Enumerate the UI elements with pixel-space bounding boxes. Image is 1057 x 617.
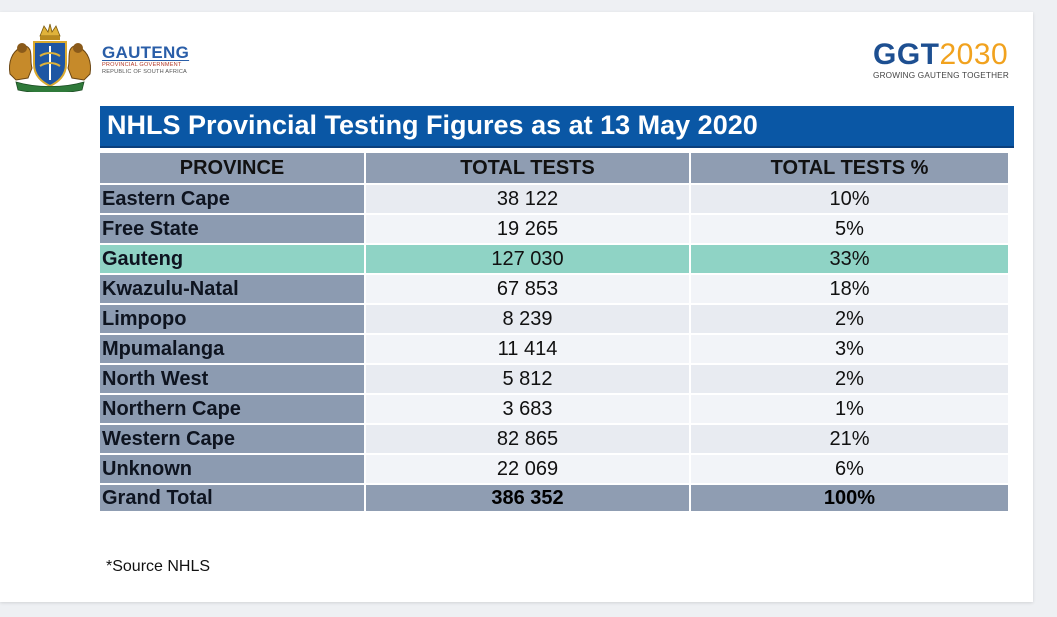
title-bar: NHLS Provincial Testing Figures as at 13…: [100, 106, 1014, 148]
gauteng-subtitle-1: PROVINCIAL GOVERNMENT: [102, 62, 182, 68]
province-cell: Free State: [100, 214, 366, 245]
source-note: *Source NHLS: [106, 558, 211, 575]
table-row-highlighted: Gauteng 127 030 33%: [100, 244, 1010, 275]
ggt-text: GGT: [873, 38, 940, 71]
table-row: North West 5 812 2%: [100, 364, 1010, 395]
province-cell: North West: [100, 364, 366, 395]
grand-total-pct: 100%: [690, 484, 1010, 513]
column-header-total-tests: TOTAL TESTS: [365, 153, 691, 185]
gauteng-name: GAUTENG: [102, 43, 190, 62]
total-tests-cell: 82 865: [365, 424, 691, 455]
total-tests-pct-cell: 6%: [690, 454, 1010, 485]
province-cell: Eastern Cape: [100, 184, 366, 215]
table-row: Kwazulu-Natal 67 853 18%: [100, 274, 1010, 305]
grand-total-label: Grand Total: [100, 484, 366, 513]
total-tests-cell: 5 812: [365, 364, 691, 395]
total-tests-pct-cell: 5%: [690, 214, 1010, 245]
table-row: Unknown 22 069 6%: [100, 454, 1010, 485]
gauteng-logo: GAUTENG PROVINCIAL GOVERNMENT REPUBLIC O…: [6, 22, 196, 92]
province-cell: Kwazulu-Natal: [100, 274, 366, 305]
total-tests-pct-cell: 2%: [690, 364, 1010, 395]
table-row: Eastern Cape 38 122 10%: [100, 184, 1010, 215]
year-text: 2030: [939, 38, 1009, 71]
table-row: Mpumalanga 11 414 3%: [100, 334, 1010, 365]
total-tests-cell: 22 069: [365, 454, 691, 485]
slide: GAUTENG PROVINCIAL GOVERNMENT REPUBLIC O…: [0, 12, 1033, 602]
table-row: Northern Cape 3 683 1%: [100, 394, 1010, 425]
gauteng-wordmark: GAUTENG PROVINCIAL GOVERNMENT REPUBLIC O…: [102, 44, 189, 75]
total-tests-cell: 38 122: [365, 184, 691, 215]
coat-of-arms-icon: [9, 23, 91, 92]
province-cell: Unknown: [100, 454, 366, 485]
table-header-row: PROVINCE TOTAL TESTS TOTAL TESTS %: [100, 153, 1010, 185]
total-tests-pct-cell: 10%: [690, 184, 1010, 215]
province-cell: Mpumalanga: [100, 334, 366, 365]
total-tests-pct-cell: 3%: [690, 334, 1010, 365]
province-cell: Gauteng: [100, 244, 366, 275]
gauteng-subtitle-2: REPUBLIC OF SOUTH AFRICA: [102, 68, 187, 75]
total-tests-cell: 67 853: [365, 274, 691, 305]
ggt2030-wordmark: GGT2030: [873, 40, 1013, 70]
total-tests-pct-cell: 21%: [690, 424, 1010, 455]
total-tests-cell: 11 414: [365, 334, 691, 365]
grand-total-tests: 386 352: [365, 484, 691, 513]
total-tests-pct-cell: 1%: [690, 394, 1010, 425]
province-cell: Limpopo: [100, 304, 366, 335]
ggt2030-logo: GGT2030 GROWING GAUTENG TOGETHER: [873, 40, 1013, 84]
province-cell: Northern Cape: [100, 394, 366, 425]
total-tests-pct-cell: 18%: [690, 274, 1010, 305]
province-cell: Western Cape: [100, 424, 366, 455]
total-tests-cell: 8 239: [365, 304, 691, 335]
testing-figures-table: PROVINCE TOTAL TESTS TOTAL TESTS % Easte…: [100, 153, 1010, 513]
total-tests-cell: 19 265: [365, 214, 691, 245]
total-tests-cell: 3 683: [365, 394, 691, 425]
grand-total-row: Grand Total 386 352 100%: [100, 484, 1010, 513]
column-header-province: PROVINCE: [100, 153, 366, 185]
total-tests-cell: 127 030: [365, 244, 691, 275]
page-title: NHLS Provincial Testing Figures as at 13…: [107, 110, 758, 140]
ggt-tagline: GROWING GAUTENG TOGETHER: [873, 71, 1009, 80]
table-row: Limpopo 8 239 2%: [100, 304, 1010, 335]
table-row: Free State 19 265 5%: [100, 214, 1010, 245]
table-row: Western Cape 82 865 21%: [100, 424, 1010, 455]
column-header-total-tests-pct: TOTAL TESTS %: [690, 153, 1010, 185]
total-tests-pct-cell: 33%: [690, 244, 1010, 275]
total-tests-pct-cell: 2%: [690, 304, 1010, 335]
